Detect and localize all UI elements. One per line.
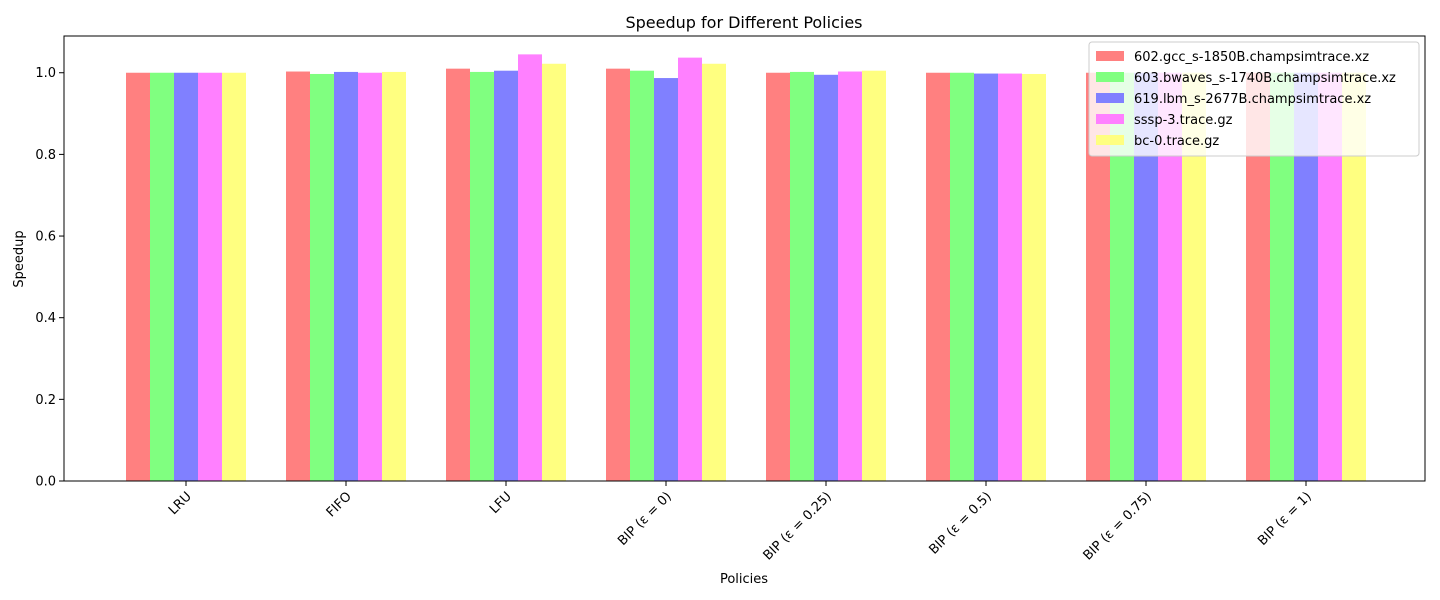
x-tick-label: FIFO: [324, 489, 355, 520]
legend-label-1: 602.gcc_s-1850B.champsimtrace.xz: [1134, 50, 1369, 65]
legend-label-4: sssp-3.trace.gz: [1134, 113, 1233, 128]
legend: 602.gcc_s-1850B.champsimtrace.xz 603.bwav…: [1088, 41, 1420, 157]
bar-4-2: [358, 72, 382, 482]
x-tick-label: LFU: [487, 489, 515, 517]
bar-2-3: [470, 71, 494, 481]
bar-5-1: [222, 72, 246, 482]
bar-3-4: [654, 78, 678, 481]
legend-swatch-1: [1096, 51, 1124, 61]
bar-4-1: [198, 72, 222, 482]
x-tick-label: BIP (ε = 1): [1255, 489, 1315, 549]
legend-label-2: 603.bwaves_s-1740B.champsimtrace.xz: [1134, 71, 1396, 86]
chart-title: Speedup for Different Policies: [625, 13, 862, 32]
x-axis-label: Policies: [720, 572, 768, 587]
plot-frame: [63, 35, 1426, 482]
bar-3-2: [334, 71, 358, 481]
bar-4-4: [678, 57, 702, 482]
legend-swatch-3: [1096, 93, 1124, 103]
bar-2-5: [790, 71, 814, 481]
legend-box: [1088, 41, 1420, 157]
x-tick-label: BIP (ε = 0): [615, 489, 675, 549]
x-tick-label: LRU: [166, 489, 195, 518]
bar-2-6: [950, 72, 974, 482]
bar-4-6: [998, 73, 1022, 481]
bar-5-6: [1022, 73, 1046, 481]
bar-2-2: [310, 73, 334, 481]
y-tick-label: 0.8: [35, 148, 56, 163]
bar-5-2: [382, 71, 406, 481]
bar-1-1: [126, 72, 150, 482]
bar-3-1: [174, 72, 198, 482]
y-tick-label: 0.4: [35, 311, 56, 326]
bar-4-3: [518, 54, 542, 482]
y-tick-label: 0.0: [35, 475, 56, 490]
legend-label-5: bc-0.trace.gz: [1134, 134, 1219, 149]
bar-2-1: [150, 72, 174, 482]
bar-1-2: [286, 71, 310, 482]
bar-5-5: [862, 70, 886, 481]
bar-3-5: [814, 74, 838, 482]
y-axis-label: Speedup: [12, 230, 27, 287]
legend-swatch-5: [1096, 135, 1124, 145]
bar-4-5: [838, 71, 862, 482]
bar-2-4: [630, 70, 654, 481]
x-tick-label: BIP (ε = 0.25): [761, 489, 835, 563]
legend-label-3: 619.lbm_s-2677B.champsimtrace.xz: [1134, 92, 1371, 107]
legend-swatch-4: [1096, 114, 1124, 124]
y-tick-label: 0.2: [35, 393, 56, 408]
bar-3-3: [494, 70, 518, 481]
bar-1-3: [446, 68, 470, 481]
bar-1-6: [926, 72, 950, 482]
bar-3-6: [974, 73, 998, 481]
bar-1-4: [606, 68, 630, 481]
bar-5-3: [542, 63, 566, 481]
legend-swatch-2: [1096, 72, 1124, 82]
y-tick-label: 0.6: [35, 230, 56, 245]
bar-5-4: [702, 63, 726, 481]
x-tick-label: BIP (ε = 0.75): [1081, 489, 1155, 563]
y-tick-label: 1.0: [35, 66, 56, 81]
bar-1-5: [766, 72, 790, 482]
x-tick-label: BIP (ε = 0.5): [926, 489, 994, 557]
